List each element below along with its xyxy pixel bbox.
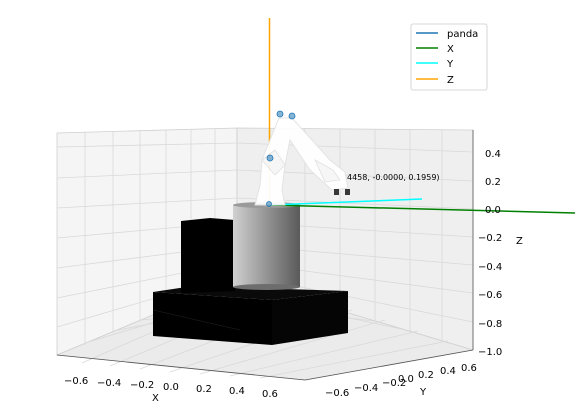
x-tick-labels: −0.6 −0.4 −0.2 0.0 0.2 0.4 0.6 — [64, 376, 278, 400]
joint-marker — [266, 201, 272, 207]
axis-x-line — [269, 204, 576, 214]
legend: panda X Y Z — [410, 23, 488, 91]
axis-y-line — [269, 198, 423, 206]
z-tick-label: −0.4 — [478, 262, 502, 273]
joint-marker — [276, 110, 284, 118]
x-axis-line — [56, 354, 306, 381]
x-tick-label: −0.2 — [130, 380, 154, 391]
legend-label: panda — [447, 29, 478, 40]
joint-markers — [266, 110, 296, 207]
axis-lines — [56, 130, 474, 381]
base-slab-side — [272, 291, 348, 345]
x-tick-label: 0.4 — [229, 386, 245, 397]
legend-entry-panda: panda — [416, 29, 478, 40]
y-tick-label: 0.0 — [398, 374, 414, 385]
legend-entry-x: X — [416, 44, 454, 55]
z-tick-label: 0.2 — [485, 177, 501, 188]
y-axis-label: Y — [419, 387, 427, 398]
z-tick-label: −0.6 — [478, 290, 502, 301]
y-tick-label: −0.2 — [382, 378, 406, 389]
z-tick-label: −0.2 — [478, 233, 502, 244]
y-tick-labels: −0.6 −0.4 −0.2 0.0 0.2 0.4 0.6 — [325, 363, 477, 399]
base-slab-front — [153, 292, 272, 345]
y-tick-label: 0.6 — [461, 363, 477, 374]
x-tick-label: −0.4 — [97, 378, 121, 389]
z-tick-labels: 0.4 0.2 0.0 −0.2 −0.4 −0.6 −0.8 −1.0 — [478, 149, 502, 358]
z-tick-label: 0.4 — [485, 149, 501, 160]
z-axis-label: Z — [516, 236, 523, 247]
joint-marker — [266, 154, 274, 162]
robot-base — [152, 218, 348, 345]
y-tick-label: −0.4 — [354, 383, 378, 394]
x-tick-label: 0.6 — [262, 389, 278, 400]
z-tick-label: 0.0 — [485, 205, 501, 216]
y-tick-label: 0.4 — [440, 366, 456, 377]
base-block — [181, 218, 235, 293]
x-tick-label: 0.2 — [196, 384, 212, 395]
gripper — [334, 189, 350, 195]
pedestal — [233, 202, 300, 290]
legend-label: Z — [447, 75, 454, 86]
x-axis-label: X — [152, 393, 159, 404]
legend-entry-z: Z — [416, 75, 454, 86]
y-axis-line — [304, 349, 474, 381]
legend-label: Y — [446, 59, 454, 70]
z-tick-label: −1.0 — [478, 347, 502, 358]
legend-box — [410, 23, 488, 91]
z-tick-label: −0.8 — [478, 319, 502, 330]
x-tick-label: 0.0 — [163, 382, 179, 393]
x-tick-label: −0.6 — [64, 376, 88, 387]
y-tick-label: 0.2 — [418, 370, 434, 381]
coordinate-annotation: 4458, -0.0000, 0.1959) — [347, 173, 440, 182]
legend-entry-y: Y — [416, 59, 454, 70]
legend-label: X — [447, 44, 454, 55]
joint-marker — [288, 112, 296, 120]
y-tick-label: −0.6 — [325, 388, 349, 399]
